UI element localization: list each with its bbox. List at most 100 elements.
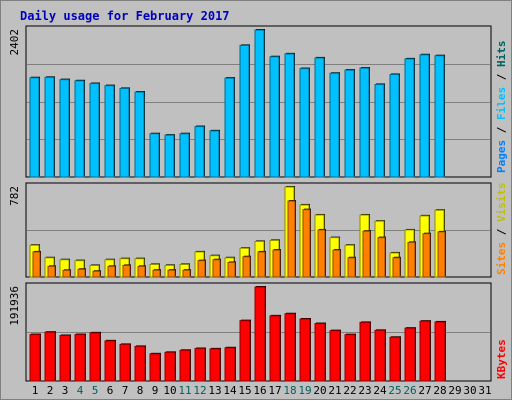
pages-bar: [209, 130, 220, 178]
x-tick-label: 27: [418, 384, 431, 397]
x-tick-label: 24: [373, 384, 387, 397]
sites-bar: [377, 237, 386, 278]
sites-bar: [197, 260, 206, 278]
kbytes-bar: [419, 320, 431, 382]
x-tick-label: 1: [32, 384, 39, 397]
sites-bar: [437, 231, 446, 278]
pages-bar: [164, 134, 175, 178]
pages-bar: [74, 80, 85, 178]
x-tick-label: 31: [478, 384, 491, 397]
pages-bar: [314, 57, 325, 178]
x-tick-label: 16: [253, 384, 266, 397]
pages-bar: [344, 69, 355, 178]
pages-bar: [329, 72, 340, 178]
x-tick-label: 5: [92, 384, 99, 397]
kbytes-bar: [239, 320, 251, 382]
kbytes-bar: [269, 315, 281, 382]
pages-bar: [374, 83, 385, 178]
x-tick-label: 26: [403, 384, 416, 397]
sites-bar: [422, 233, 431, 278]
x-tick-label: 25: [388, 384, 401, 397]
pages-bar: [89, 83, 100, 178]
x-tick-label: 28: [433, 384, 446, 397]
y-max-label: 782: [8, 186, 21, 206]
sites-bar: [257, 251, 266, 278]
kbytes-bar: [299, 318, 311, 382]
kbytes-bar: [74, 334, 86, 382]
sites-bar: [362, 230, 371, 278]
x-tick-label: 4: [77, 384, 84, 397]
kbytes-bar: [104, 340, 116, 382]
pages-bar: [299, 68, 310, 178]
x-tick-label: 12: [193, 384, 206, 397]
legend-sites-visits-item: Visits: [495, 182, 508, 222]
pages-bar: [224, 77, 235, 178]
sites-bar: [182, 269, 191, 278]
sites-bar: [92, 270, 101, 278]
kbytes-bar: [194, 348, 206, 382]
x-tick-label: 17: [268, 384, 281, 397]
kbytes-bar: [44, 331, 56, 382]
sites-bar: [107, 265, 116, 278]
sites-bar: [242, 256, 251, 278]
pages-bar: [239, 44, 250, 178]
kbytes-bar: [434, 321, 446, 382]
kbytes-bar: [359, 321, 371, 382]
pages-bar: [104, 85, 115, 178]
x-tick-label: 9: [152, 384, 159, 397]
kbytes-bar: [89, 332, 101, 382]
pages-bar: [194, 126, 205, 178]
pages-bar: [119, 87, 130, 178]
x-tick-label: 13: [208, 384, 221, 397]
x-tick-label: 7: [122, 384, 129, 397]
legend-sites-visits: Sites / Visits: [495, 182, 508, 275]
x-tick-label: 19: [298, 384, 311, 397]
sites-bar: [212, 259, 221, 278]
pages-bar: [254, 29, 265, 178]
sites-bar: [287, 200, 296, 278]
sites-bar: [137, 265, 146, 278]
pages-bar: [404, 58, 415, 178]
x-tick-label: 30: [463, 384, 476, 397]
x-tick-label: 3: [62, 384, 69, 397]
pages-bar: [179, 133, 190, 178]
x-tick-label: 22: [343, 384, 356, 397]
x-tick-label: 23: [358, 384, 371, 397]
sites-bar: [347, 257, 356, 278]
pages-bar: [359, 67, 370, 178]
x-tick-label: 29: [448, 384, 461, 397]
legend-kbytes-item: KBytes: [495, 339, 508, 379]
kbytes-bar: [314, 323, 326, 382]
kbytes-bar: [149, 353, 161, 382]
pages-bar: [29, 77, 40, 178]
kbytes-bar: [224, 347, 236, 382]
sites-bar: [302, 209, 311, 278]
sites-bar: [77, 268, 86, 278]
y-max-label: 2402: [8, 29, 21, 56]
legend-pages-files-hits: Pages / Files / Hits: [495, 41, 508, 174]
x-tick-label: 20: [313, 384, 326, 397]
kbytes-bar: [209, 348, 221, 382]
pages-bar: [284, 53, 295, 178]
chart-title: Daily usage for February 2017: [20, 9, 230, 23]
kbytes-bar: [119, 343, 131, 382]
kbytes-bar: [29, 334, 41, 382]
pages-bar: [149, 133, 160, 178]
sites-bar: [407, 241, 416, 278]
legend-pages-files-hits-item: Files: [495, 87, 508, 120]
sites-bar: [317, 229, 326, 278]
sites-bar: [272, 249, 281, 278]
pages-bar: [134, 91, 145, 178]
pages-bar: [434, 55, 445, 178]
x-tick-label: 10: [163, 384, 176, 397]
legend-pages-files-hits-item: Pages: [495, 140, 508, 173]
sites-bar: [47, 265, 56, 278]
kbytes-bar: [344, 334, 356, 382]
pages-bar: [269, 56, 280, 178]
sites-bar: [332, 249, 341, 278]
pages-bar: [419, 54, 430, 178]
sites-bar: [392, 257, 401, 278]
sites-bar: [62, 269, 71, 278]
